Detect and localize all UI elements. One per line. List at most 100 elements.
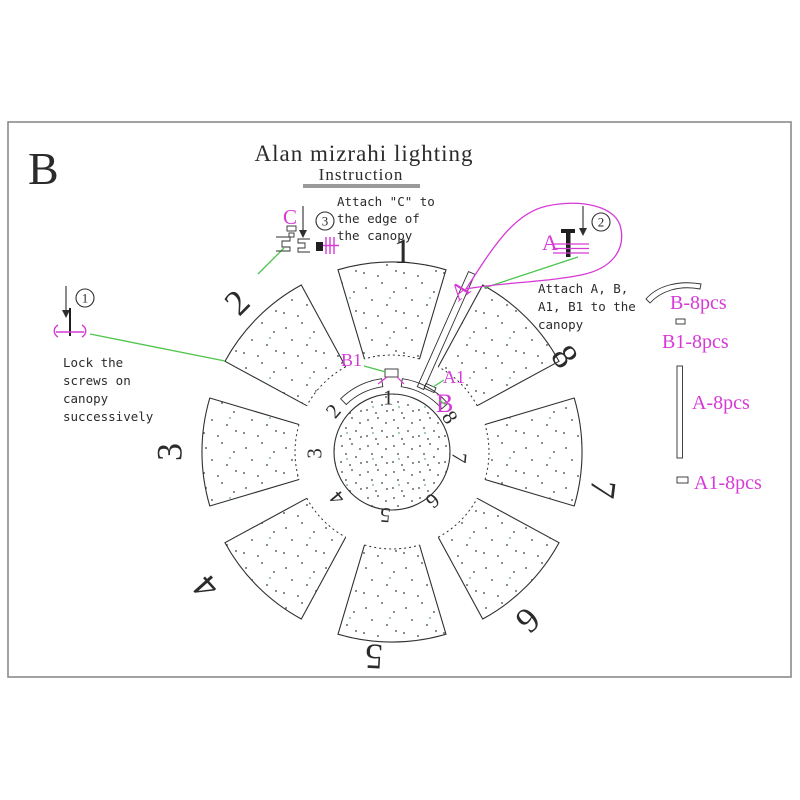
label-a1: A1 — [443, 367, 465, 387]
petal-fill — [338, 261, 446, 359]
hub-number: 2 — [321, 399, 346, 422]
canopy-edge-lines-icon — [553, 243, 589, 254]
hub-number: 1 — [383, 385, 394, 409]
legend-b-label: B-8pcs — [670, 292, 727, 314]
petal-outline — [484, 397, 583, 507]
sheet-revision-letter: B — [28, 143, 59, 194]
petal-fill — [438, 285, 559, 406]
page-title: Alan mizrahi lighting — [254, 141, 473, 166]
petal-inner-edge — [294, 424, 300, 480]
step1-text-line4: successively — [63, 409, 154, 424]
canopy-screw-icon — [53, 324, 87, 338]
bolt-shaft-icon — [566, 233, 571, 257]
step1-text-line3: canopy — [63, 391, 109, 406]
parts-legend: B-8pcs B1-8pcs A-8pcs A1-8pcs — [645, 282, 762, 494]
label-c: C — [283, 205, 297, 229]
leader-step3 — [257, 247, 285, 275]
legend-a1-piece-icon — [676, 476, 689, 484]
petal-fill — [485, 398, 583, 506]
step3-text-line3: the canopy — [337, 228, 413, 243]
legend-b-piece-icon — [645, 282, 702, 304]
petal-outline — [224, 497, 347, 620]
c-bracket-section-icon — [276, 236, 310, 253]
petal-fill — [338, 545, 446, 643]
petal-fill — [201, 398, 299, 506]
c-clip-upper — [286, 225, 297, 232]
petal-outline — [337, 261, 447, 360]
step3-text-line2: the edge of — [337, 211, 420, 226]
hub-number: 4 — [324, 486, 349, 510]
step2-badge-number: 2 — [598, 215, 605, 230]
step2-text-line3: canopy — [538, 317, 584, 332]
part-b1-clip — [384, 368, 399, 378]
down-arrowhead-icon — [579, 228, 587, 236]
step1-badge-circle — [75, 288, 95, 308]
legend-a-piece-icon — [676, 365, 683, 459]
step1-text-line2: screws on — [63, 373, 131, 388]
legend-a1-label: A1-8pcs — [694, 472, 762, 494]
petal-number: 6 — [508, 599, 548, 641]
leader-a1 — [432, 379, 445, 388]
step3-badge-number: 3 — [322, 214, 329, 229]
screw-threads-icon — [323, 237, 339, 254]
detail-balloon-outline — [464, 202, 623, 290]
petal-inner-edge — [306, 366, 346, 406]
hub-number: 5 — [379, 503, 392, 528]
step3-detail: C 3 Attach "C" to the edge of the canopy — [276, 194, 435, 254]
hub-number: 7 — [447, 452, 472, 465]
label-a-detail: A — [542, 230, 558, 255]
petal-inner-edge — [364, 354, 420, 360]
step1-text-line1: Lock the — [63, 355, 123, 370]
petal-inner-edge — [364, 544, 420, 550]
label-b1: B1 — [341, 350, 362, 370]
leader-b1 — [363, 365, 387, 373]
petal-number: 4 — [185, 567, 227, 607]
petal-fill — [225, 498, 346, 619]
canopy-hub-circle — [333, 393, 451, 511]
step3-text-line1: Attach "C" to — [337, 194, 435, 209]
petal-outline — [437, 497, 560, 620]
petal-outline — [337, 544, 447, 643]
petal-inner-edge — [484, 424, 490, 480]
b1-connector-lines — [377, 376, 405, 385]
petal-outline — [224, 284, 347, 407]
step2-badge-circle — [591, 212, 611, 232]
step3-badge-circle — [315, 211, 335, 231]
part-b-arc-left — [339, 378, 384, 406]
petal-outline — [201, 397, 300, 507]
step1-badge-number: 1 — [82, 291, 89, 306]
part-b-arc-right — [400, 378, 449, 410]
leader-step1 — [89, 333, 226, 362]
petal-fill — [225, 285, 346, 406]
petal-inner-edge — [438, 366, 478, 406]
down-arrowhead-icon — [299, 230, 307, 238]
petal-number: 8 — [543, 338, 586, 376]
leader-lines — [89, 247, 579, 406]
hub-number: 3 — [302, 448, 326, 459]
petal-number: 2 — [217, 282, 258, 323]
c-clip-lower — [288, 232, 295, 238]
screw-head-icon — [316, 242, 323, 251]
legend-a-label: A-8pcs — [692, 392, 750, 414]
petal-inner-edge — [438, 498, 478, 538]
petal-number: 5 — [364, 636, 384, 677]
petal-number: 7 — [582, 478, 624, 501]
legend-b1-label: B1-8pcs — [662, 331, 729, 353]
step2-detail: A 2 Attach A, B, A1, B1 to the canopy — [464, 202, 636, 332]
subtitle-underline — [303, 184, 420, 188]
petal-number: 1 — [394, 231, 412, 271]
sheet-border — [7, 121, 792, 678]
part-a1-plate — [423, 382, 437, 394]
step1-detail: 1 Lock the screws on canopy successively — [53, 286, 154, 424]
legend-b1-piece-icon — [675, 318, 686, 325]
bolt-head-icon — [561, 229, 575, 233]
down-arrowhead-icon — [62, 310, 70, 318]
step2-text-line2: A1, B1 to the — [538, 299, 636, 314]
petal-number: 3 — [150, 443, 190, 461]
leader-b — [438, 399, 447, 406]
petal-inner-edge — [306, 498, 346, 538]
step2-text-line1: Attach A, B, — [538, 281, 628, 296]
leader-step2 — [483, 256, 579, 289]
petal-fill — [438, 498, 559, 619]
